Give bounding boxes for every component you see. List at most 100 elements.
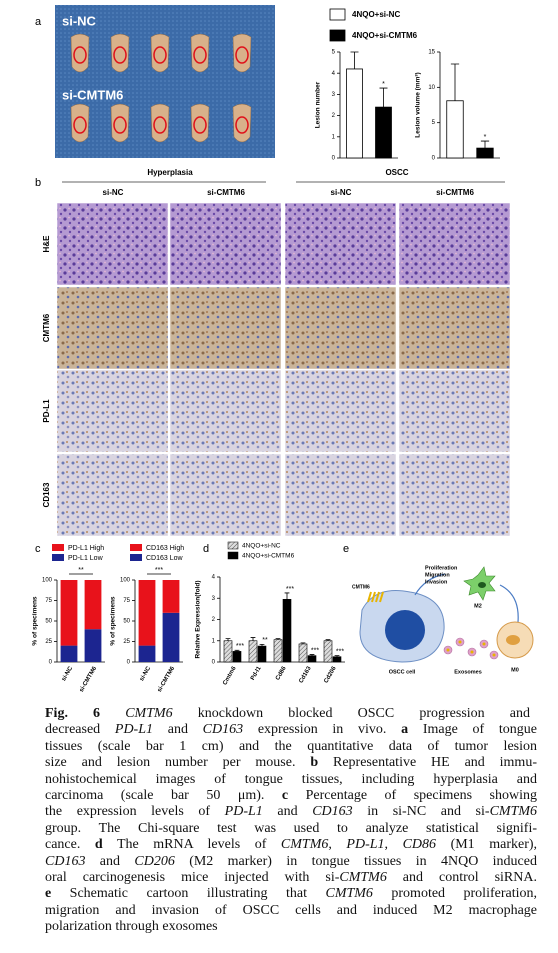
caption-text: c (281, 788, 289, 804)
error-bar (379, 87, 388, 108)
caption-line: size and lesion number per mouse. b Repr… (45, 755, 537, 771)
cartoon-label: Migration (425, 572, 450, 578)
caption-text: CMTM6 (280, 837, 329, 853)
row-label: PD-L1 (42, 399, 51, 423)
caption-line: cance. d The mRNA levels of CMTM6, PD-L1… (45, 837, 537, 853)
caption-text: and control siRNA. (386, 870, 537, 886)
cartoon-label: Proliferation (425, 565, 458, 571)
y-tick-label: 50 (45, 619, 52, 625)
caption-line: oral carcinogenesis mice injected with s… (45, 870, 537, 886)
photo-label: si-CMTM6 (62, 87, 123, 102)
column-label: si-NC (103, 188, 124, 197)
bar (446, 100, 464, 159)
y-tick-label: 1 (332, 134, 336, 140)
y-axis-label: Relative Expression(fold) (195, 580, 202, 658)
caption-text: The mRNA levels of (102, 837, 281, 853)
micrograph (398, 286, 511, 370)
y-axis-label: Lesion number (315, 81, 322, 128)
y-tick-label: 0 (49, 660, 53, 666)
significance: *** (311, 647, 319, 654)
caption-text: CMTM6 (125, 706, 173, 721)
caption-line: carcinoma (scale bar 50 μm). c Percentag… (45, 788, 537, 804)
panel-label: d (203, 543, 209, 555)
bar (323, 640, 333, 663)
caption-text: d (94, 837, 103, 853)
exosome-core (458, 640, 462, 644)
legend-swatch (52, 554, 64, 561)
y-axis-label: Lesion volume (mm³) (415, 72, 422, 137)
error-bar (300, 642, 306, 644)
arrow (499, 584, 519, 623)
caption-text: e (45, 886, 52, 902)
lesion-outline (73, 46, 87, 64)
x-tick-label: Cd206 (323, 665, 338, 684)
y-tick-label: 1 (212, 638, 216, 644)
panel-label: c (35, 543, 41, 555)
y-tick-label: 75 (45, 598, 52, 604)
y-tick-label: 75 (123, 598, 130, 604)
cartoon-label: Exosomes (454, 669, 482, 675)
bar (282, 599, 292, 663)
caption-line: nohistochemical images of tongue tissues… (45, 772, 537, 788)
x-tick-label: si-NC (61, 665, 74, 682)
cartoon-label: M2 (474, 603, 482, 609)
column-label: si-CMTM6 (436, 188, 474, 197)
legend-label: CD163 High (146, 545, 184, 552)
bar (476, 147, 494, 159)
error-bar (259, 643, 265, 647)
group-label: Hyperplasia (147, 168, 193, 177)
y-tick-label: 100 (120, 578, 131, 584)
y-tick-label: 2 (332, 113, 336, 119)
caption-text: Representative HE and immu- (318, 755, 537, 771)
caption-text: Image of tongue (408, 722, 537, 738)
m0-nucleus (506, 635, 520, 645)
bar (232, 651, 242, 663)
y-tick-label: 25 (123, 639, 130, 645)
caption-text: Percentage of specimens showing (288, 788, 538, 804)
y-tick-label: 4 (332, 71, 336, 77)
y-tick-label: 4 (212, 575, 216, 581)
x-tick-label: si-NC (139, 665, 152, 682)
legend-swatch (130, 544, 142, 551)
caption-text: (M2 marker) in tongue tissues in 4NQO in… (174, 853, 537, 869)
cmtm6-receptor (379, 591, 384, 603)
lesion-outline (193, 116, 207, 134)
caption-text: carcinoma (scale bar 50 μm). (45, 788, 282, 804)
bar-segment (162, 612, 180, 662)
caption-text: CD86 (402, 837, 437, 853)
caption-text: in si-NC and si- (352, 804, 490, 820)
nucleus (385, 610, 425, 650)
panel-label: b (35, 177, 41, 189)
cmtm6-receptor (375, 591, 380, 603)
bar-segment (60, 580, 78, 646)
caption-text: PD-L1 (114, 722, 154, 738)
significance: * (382, 81, 385, 88)
caption-text: Fig. 6 (45, 706, 101, 721)
caption-text: tissues (scale bar 1 cm) and the quantit… (45, 738, 537, 754)
micrograph (56, 369, 169, 453)
tongue (150, 33, 170, 73)
x-tick-label: Cd163 (298, 665, 313, 684)
caption-text: decreased (45, 722, 115, 738)
micrograph (398, 369, 511, 453)
caption-text: promoted proliferation, (372, 886, 537, 902)
legend-label: PD-L1 Low (68, 555, 104, 562)
caption-line: Fig. 6 CMTM6 knockdown blocked OSCC prog… (45, 706, 530, 722)
bar-segment (138, 580, 156, 646)
legend-label: PD-L1 High (68, 545, 104, 552)
micrograph (284, 369, 397, 453)
bar (257, 645, 267, 663)
caption-line: migration and invasion of OSCC cells and… (45, 903, 537, 919)
caption-text: (M1 marker), (436, 837, 538, 853)
caption-text: b (310, 755, 319, 771)
bar-segment (162, 580, 180, 613)
tongue (190, 103, 210, 143)
legend-label: 4NQO+si-CMTM6 (352, 31, 418, 40)
lesion-outline (113, 46, 127, 64)
caption-line: the expression levels of PD-L1 and CD163… (45, 804, 537, 820)
caption-text: the expression levels of (45, 804, 225, 820)
bar-segment (84, 580, 102, 630)
x-tick-label: si-CMTM6 (79, 665, 99, 693)
bar (346, 68, 363, 159)
